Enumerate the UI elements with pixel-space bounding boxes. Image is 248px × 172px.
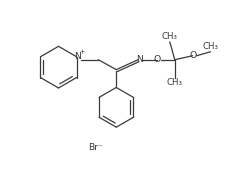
Text: O: O: [153, 55, 160, 64]
Text: CH₃: CH₃: [162, 32, 178, 41]
Text: CH₃: CH₃: [202, 42, 218, 51]
Text: CH₃: CH₃: [167, 78, 183, 87]
Text: Br⁻: Br⁻: [88, 143, 103, 152]
Text: O: O: [189, 51, 196, 60]
Text: N: N: [136, 55, 143, 64]
Text: +: +: [79, 49, 85, 55]
Text: N: N: [74, 52, 81, 61]
